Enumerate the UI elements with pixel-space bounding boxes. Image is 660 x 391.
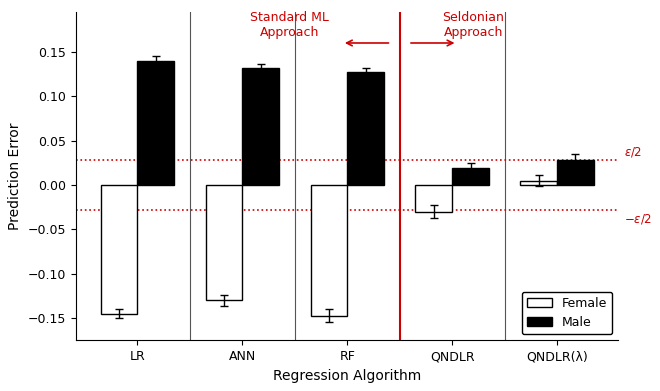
X-axis label: Regression Algorithm: Regression Algorithm [273, 369, 421, 383]
Bar [415, 185, 452, 212]
Bar [137, 61, 174, 185]
Bar [452, 168, 489, 185]
Bar [520, 181, 557, 185]
Text: Standard ML
Approach: Standard ML Approach [250, 11, 329, 39]
Y-axis label: Prediction Error: Prediction Error [9, 122, 22, 230]
Bar [557, 160, 594, 185]
Bar [347, 72, 384, 185]
Legend: Female, Male: Female, Male [522, 292, 612, 334]
Text: $-\epsilon/2$: $-\epsilon/2$ [624, 212, 652, 226]
Bar [242, 68, 279, 185]
Bar [206, 185, 242, 300]
Bar [101, 185, 137, 314]
Bar [311, 185, 347, 316]
Text: $\epsilon/2$: $\epsilon/2$ [624, 145, 642, 158]
Text: Seldonian
Approach: Seldonian Approach [442, 11, 504, 39]
